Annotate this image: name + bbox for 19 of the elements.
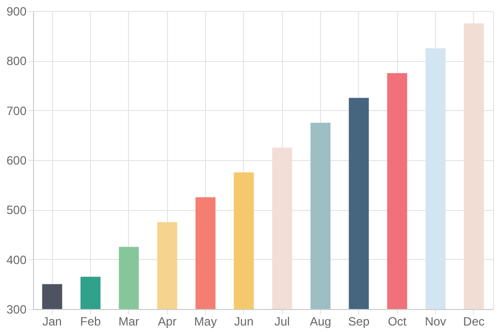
x-tick-label: Jul xyxy=(274,314,290,328)
x-tick-label: Nov xyxy=(424,314,446,328)
x-tick-label: Feb xyxy=(80,314,102,328)
x-tick-label: Oct xyxy=(388,314,408,328)
x-tick-label: Sep xyxy=(348,314,370,328)
y-tick-label: 300 xyxy=(6,302,27,316)
y-tick-label: 800 xyxy=(6,54,27,68)
x-tick-label: Mar xyxy=(118,314,140,328)
y-tick-label: 900 xyxy=(6,4,27,18)
y-tick-label: 500 xyxy=(6,203,27,218)
x-tick-label: May xyxy=(194,314,217,328)
x-tick-label: Jan xyxy=(42,314,62,328)
y-tick-label: 700 xyxy=(6,104,27,118)
y-tick-label: 600 xyxy=(6,154,27,168)
y-tick-label: 400 xyxy=(6,252,27,267)
x-tick-label: Apr xyxy=(158,314,177,328)
x-tick-label: Aug xyxy=(310,314,332,328)
x-tick-label: Jun xyxy=(234,314,254,328)
x-tick-label: Dec xyxy=(463,314,485,328)
